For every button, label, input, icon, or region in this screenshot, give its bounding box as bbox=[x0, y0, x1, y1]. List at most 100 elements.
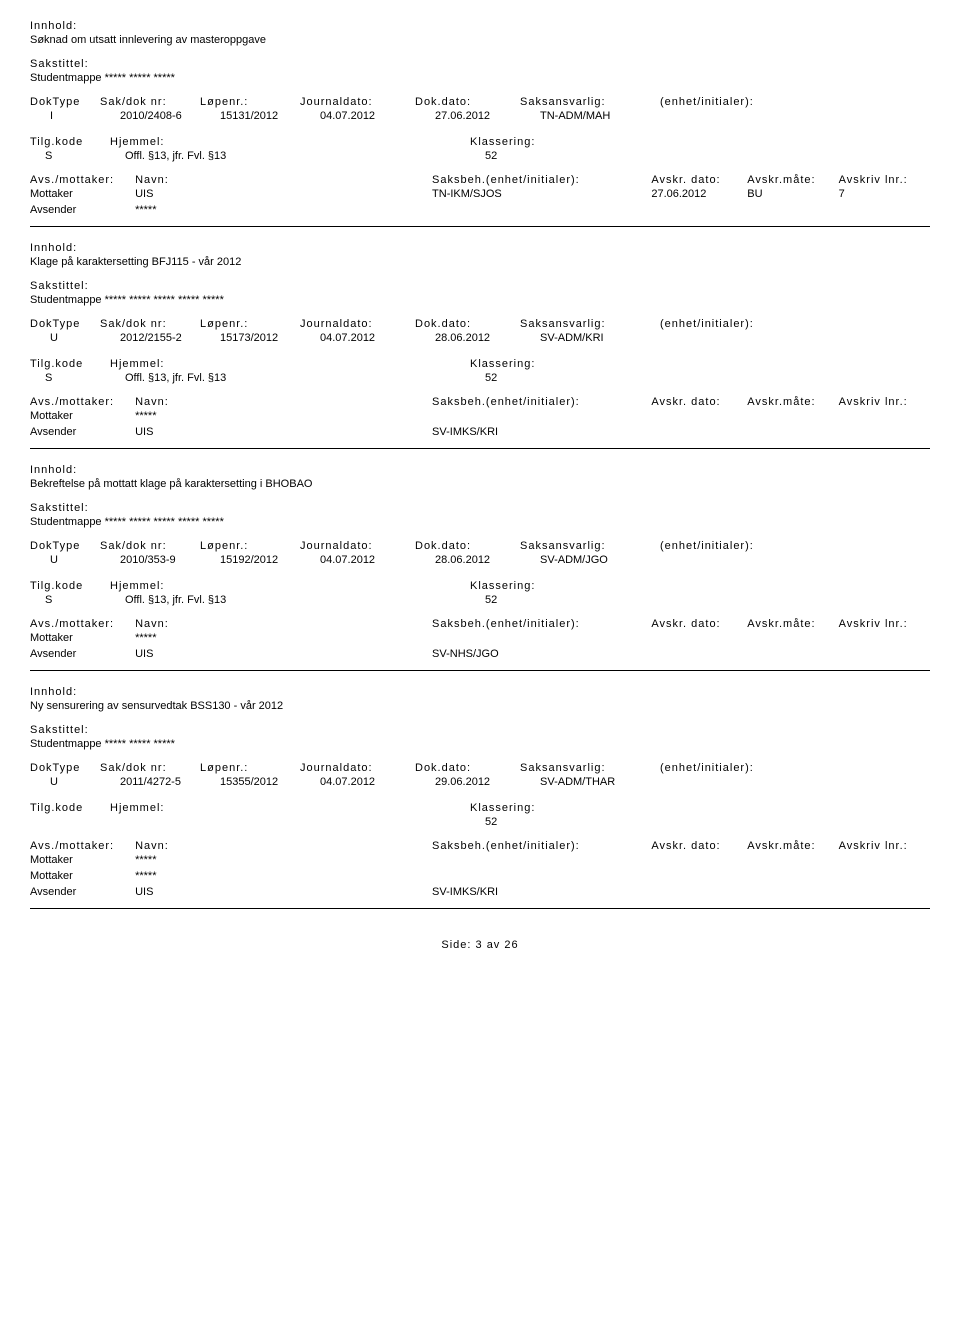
avskrivlnr-header: Avskriv lnr.: bbox=[839, 618, 930, 630]
lopenr-value: 15173/2012 bbox=[220, 332, 320, 344]
participant-avskrivlnr bbox=[839, 870, 930, 882]
participant-avskrdato bbox=[651, 854, 747, 866]
doktype-header: DokType bbox=[30, 96, 100, 108]
record-separator bbox=[30, 226, 930, 227]
page-number: 3 bbox=[476, 939, 483, 951]
tilgkode-value bbox=[30, 816, 125, 828]
participant-avskrdato bbox=[651, 632, 747, 644]
journaldato-header: Journaldato: bbox=[300, 96, 415, 108]
participant-saksbeh bbox=[432, 204, 651, 216]
journaldato-value: 04.07.2012 bbox=[320, 554, 435, 566]
enhet-value bbox=[680, 110, 830, 122]
participant-row: Mottaker***** bbox=[30, 632, 930, 644]
spacer-header bbox=[213, 174, 432, 186]
meta-value-row: U2011/4272-515355/201204.07.201229.06.20… bbox=[30, 776, 930, 788]
doktype-header: DokType bbox=[30, 762, 100, 774]
sakstittel-value: Studentmappe ***** ***** ***** ***** ***… bbox=[30, 294, 930, 306]
tilgkode-header: Tilg.kode bbox=[30, 802, 110, 814]
participant-row: AvsenderUIS SV-IMKS/KRI bbox=[30, 886, 930, 898]
avsmottaker-header: Avs./mottaker: bbox=[30, 396, 135, 408]
journal-record: Innhold:Søknad om utsatt innlevering av … bbox=[30, 20, 930, 216]
participant-navn: ***** bbox=[135, 410, 213, 422]
participant-avskrmate bbox=[747, 204, 838, 216]
participant-avskrivlnr bbox=[839, 648, 930, 660]
tilgkode-header: Tilg.kode bbox=[30, 136, 110, 148]
saksansvarlig-value: TN-ADM/MAH bbox=[540, 110, 680, 122]
tilg-header-row: Tilg.kodeHjemmel:Klassering: bbox=[30, 136, 930, 150]
dokdato-header: Dok.dato: bbox=[415, 96, 520, 108]
participant-avskrdato bbox=[651, 648, 747, 660]
klassering-value: 52 bbox=[485, 594, 635, 606]
participant-avskrdato bbox=[651, 410, 747, 422]
enhet-value bbox=[680, 776, 830, 788]
participant-avskrivlnr bbox=[839, 886, 930, 898]
innhold-label: Innhold: bbox=[30, 464, 930, 476]
saksansvarlig-header: Saksansvarlig: bbox=[520, 96, 660, 108]
sakdoknr-value: 2010/353-9 bbox=[120, 554, 220, 566]
participant-avskrmate bbox=[747, 870, 838, 882]
innhold-value: Søknad om utsatt innlevering av masterop… bbox=[30, 34, 930, 46]
participant-avskrivlnr bbox=[839, 426, 930, 438]
dokdato-header: Dok.dato: bbox=[415, 318, 520, 330]
enhet-value bbox=[680, 554, 830, 566]
lopenr-value: 15131/2012 bbox=[220, 110, 320, 122]
avskrdato-header: Avskr. dato: bbox=[651, 840, 747, 852]
journaldato-header: Journaldato: bbox=[300, 318, 415, 330]
saksansvarlig-value: SV-ADM/THAR bbox=[540, 776, 680, 788]
hjemmel-header: Hjemmel: bbox=[110, 136, 470, 148]
doktype-header: DokType bbox=[30, 318, 100, 330]
participant-navn: UIS bbox=[135, 886, 213, 898]
journaldato-header: Journaldato: bbox=[300, 540, 415, 552]
meta-header-row: DokTypeSak/dok nr:Løpenr.:Journaldato:Do… bbox=[30, 540, 930, 554]
klassering-header: Klassering: bbox=[470, 136, 620, 148]
participant-role: Mottaker bbox=[30, 870, 135, 882]
av-label: av bbox=[487, 939, 501, 951]
tilg-value-row: SOffl. §13, jfr. Fvl. §1352 bbox=[30, 372, 930, 384]
klassering-header: Klassering: bbox=[470, 358, 620, 370]
avskrdato-header: Avskr. dato: bbox=[651, 618, 747, 630]
participant-avskrmate bbox=[747, 886, 838, 898]
participant-avskrmate bbox=[747, 632, 838, 644]
lopenr-value: 15192/2012 bbox=[220, 554, 320, 566]
participant-saksbeh bbox=[432, 632, 651, 644]
tilg-value-row: SOffl. §13, jfr. Fvl. §1352 bbox=[30, 150, 930, 162]
tilgkode-value: S bbox=[30, 372, 125, 384]
participant-saksbeh: SV-IMKS/KRI bbox=[432, 426, 651, 438]
participant-role: Avsender bbox=[30, 648, 135, 660]
participant-role: Avsender bbox=[30, 886, 135, 898]
avskrmate-header: Avskr.måte: bbox=[747, 840, 838, 852]
navn-header: Navn: bbox=[135, 618, 213, 630]
saksansvarlig-header: Saksansvarlig: bbox=[520, 318, 660, 330]
hjemmel-value bbox=[125, 816, 485, 828]
journal-record: Innhold:Bekreftelse på mottatt klage på … bbox=[30, 464, 930, 660]
total-pages: 26 bbox=[504, 939, 518, 951]
navn-header: Navn: bbox=[135, 840, 213, 852]
avskrmate-header: Avskr.måte: bbox=[747, 174, 838, 186]
enhet-header: (enhet/initialer): bbox=[660, 540, 810, 552]
klassering-header: Klassering: bbox=[470, 580, 620, 592]
participant-spacer bbox=[213, 426, 432, 438]
avskrivlnr-header: Avskriv lnr.: bbox=[839, 396, 930, 408]
participant-avskrivlnr: 7 bbox=[839, 188, 930, 200]
tilgkode-header: Tilg.kode bbox=[30, 580, 110, 592]
sakstittel-label: Sakstittel: bbox=[30, 58, 930, 70]
participant-row: AvsenderUISSV-IMKS/KRI bbox=[30, 426, 930, 438]
meta-value-row: I2010/2408-615131/201204.07.201227.06.20… bbox=[30, 110, 930, 122]
participant-saksbeh: SV-NHS/JGO bbox=[432, 648, 651, 660]
journaldato-value: 04.07.2012 bbox=[320, 110, 435, 122]
participant-saksbeh bbox=[432, 410, 651, 422]
participant-saksbeh: SV-IMKS/KRI bbox=[432, 886, 651, 898]
participant-row: Mottaker***** bbox=[30, 870, 930, 882]
lopenr-header: Løpenr.: bbox=[200, 96, 300, 108]
sakdoknr-value: 2012/2155-2 bbox=[120, 332, 220, 344]
meta-value-row: U2010/353-915192/201204.07.201228.06.201… bbox=[30, 554, 930, 566]
participants-header-row: Avs./mottaker:Navn:Saksbeh.(enhet/initia… bbox=[30, 618, 930, 632]
saksbeh-header: Saksbeh.(enhet/initialer): bbox=[432, 174, 651, 186]
record-separator bbox=[30, 448, 930, 449]
participant-avskrmate: BU bbox=[747, 188, 838, 200]
participants-header-row: Avs./mottaker:Navn:Saksbeh.(enhet/initia… bbox=[30, 396, 930, 410]
avskrivlnr-header: Avskriv lnr.: bbox=[839, 174, 930, 186]
sakstittel-value: Studentmappe ***** ***** ***** bbox=[30, 72, 930, 84]
record-separator bbox=[30, 670, 930, 671]
page-footer: Side: 3 av 26 bbox=[30, 939, 930, 951]
